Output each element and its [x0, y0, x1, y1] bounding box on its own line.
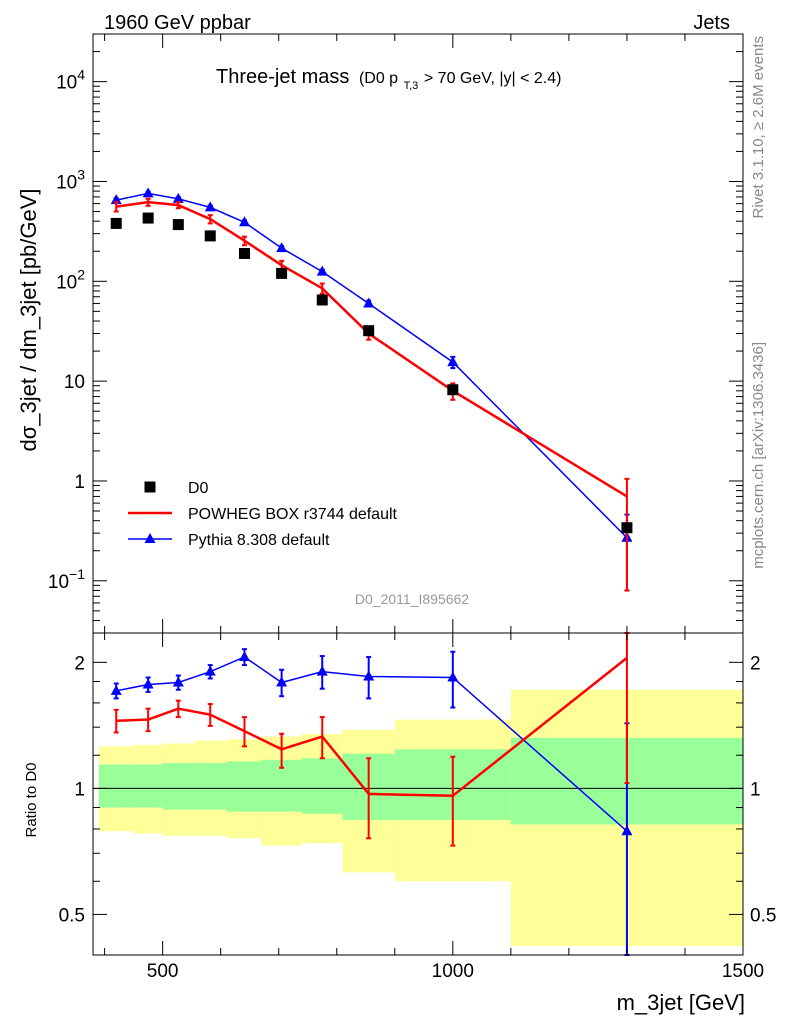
- inner-band: [162, 762, 195, 810]
- ratio-y-axis-title: Ratio to D0: [23, 762, 40, 837]
- triangle-marker: [363, 297, 375, 308]
- y-tick-label: 104: [56, 67, 85, 94]
- y-tick-label: 103: [56, 166, 85, 193]
- y-tick-label: 10−1: [48, 566, 85, 593]
- triangle-marker: [172, 192, 184, 203]
- energy-label: 1960 GeV ppbar: [104, 12, 251, 34]
- d0-marker: [204, 230, 216, 242]
- legend-label: D0: [188, 480, 209, 497]
- triangle-marker: [110, 194, 122, 205]
- d0-marker: [363, 325, 375, 337]
- triangle-marker: [447, 356, 459, 367]
- ratio-y-tick-label-right: 0.5: [750, 905, 776, 926]
- ratio-y-tick-label-left: 2: [74, 653, 85, 674]
- triangle-marker: [110, 684, 122, 695]
- ratio-y-tick-label-right: 2: [750, 653, 761, 674]
- legend-label: Pythia 8.308 default: [188, 532, 330, 549]
- series-line: [116, 192, 628, 539]
- d0-marker: [142, 212, 154, 224]
- triangle-marker: [621, 825, 633, 836]
- mcplots-label: mcplots.cern.ch [arXiv:1306.3436]: [750, 342, 767, 569]
- triangle-marker: [142, 187, 154, 198]
- triangle-marker: [142, 678, 154, 689]
- triangle-marker: [276, 676, 288, 687]
- main-panel: 10−1 1 10 102 103 104: [48, 33, 744, 634]
- inner-band: [301, 758, 343, 814]
- y-tick-label: 10: [64, 372, 85, 393]
- legend-label: POWHEG BOX r3744 default: [188, 506, 398, 523]
- y-tick-label: 102: [56, 266, 85, 293]
- d0-marker: [238, 247, 250, 259]
- legend-pythia-marker: [144, 533, 156, 543]
- inner-band: [194, 762, 227, 810]
- inner-band: [226, 761, 262, 812]
- ratio-y-tick-label-right: 1: [750, 779, 761, 800]
- series-line: [116, 200, 628, 498]
- main-y-axis-title: dσ_3jet / dm_3jet [pb/GeV]: [16, 188, 41, 451]
- x-tick-label: 1000: [432, 961, 474, 982]
- triangle-marker: [238, 650, 250, 661]
- ratio-y-tick-label-left: 0.5: [59, 905, 85, 926]
- triangle-marker: [204, 201, 216, 212]
- x-tick-label: 1500: [722, 961, 764, 982]
- process-label: Jets: [693, 12, 730, 34]
- triangle-marker: [316, 265, 328, 276]
- inner-band: [98, 764, 134, 808]
- plot-title-sub-suffix: > 70 GeV, |y| < 2.4): [424, 70, 562, 87]
- legend: D0 POWHEG BOX r3744 default Pythia 8.308 d…: [128, 480, 398, 549]
- legend-d0-marker: [144, 481, 156, 493]
- d0-marker: [110, 217, 122, 229]
- ratio-frame: [92, 632, 744, 956]
- d0-marker: [447, 384, 459, 396]
- d0-marker: [316, 294, 328, 306]
- d0-marker: [172, 219, 184, 231]
- triangle-marker: [238, 216, 250, 227]
- x-tick-label: 500: [147, 961, 179, 982]
- plot-title-sub-prefix: (D0 p: [359, 70, 398, 87]
- d0-marker: [621, 522, 633, 534]
- rivet-label: Rivet 3.1.10, ≥ 2.6M events: [750, 36, 767, 219]
- plot-title-sub-subscript: T,3: [404, 80, 419, 92]
- triangle-marker: [204, 665, 216, 676]
- ratio-panel: 500 1000 1500 0.5 0.5 1 1 2 2: [59, 632, 776, 982]
- triangle-marker: [363, 670, 375, 681]
- inner-band: [133, 764, 163, 808]
- d0-marker: [276, 267, 288, 279]
- triangle-marker: [172, 676, 184, 687]
- series-line: [116, 656, 628, 798]
- plot-title-main: Three-jet mass: [216, 66, 349, 88]
- triangle-marker: [447, 671, 459, 682]
- plot-title: Three-jet mass (D0 p T,3 > 70 GeV, |y| <…: [216, 66, 561, 94]
- analysis-id: D0_2011_I895662: [355, 591, 469, 607]
- ratio-y-tick-label-left: 1: [74, 779, 85, 800]
- x-axis-title: m_3jet [GeV]: [617, 990, 745, 1015]
- series-line: [116, 656, 628, 832]
- y-tick-label: 1: [74, 472, 85, 493]
- triangle-marker: [316, 665, 328, 676]
- triangle-marker: [276, 242, 288, 253]
